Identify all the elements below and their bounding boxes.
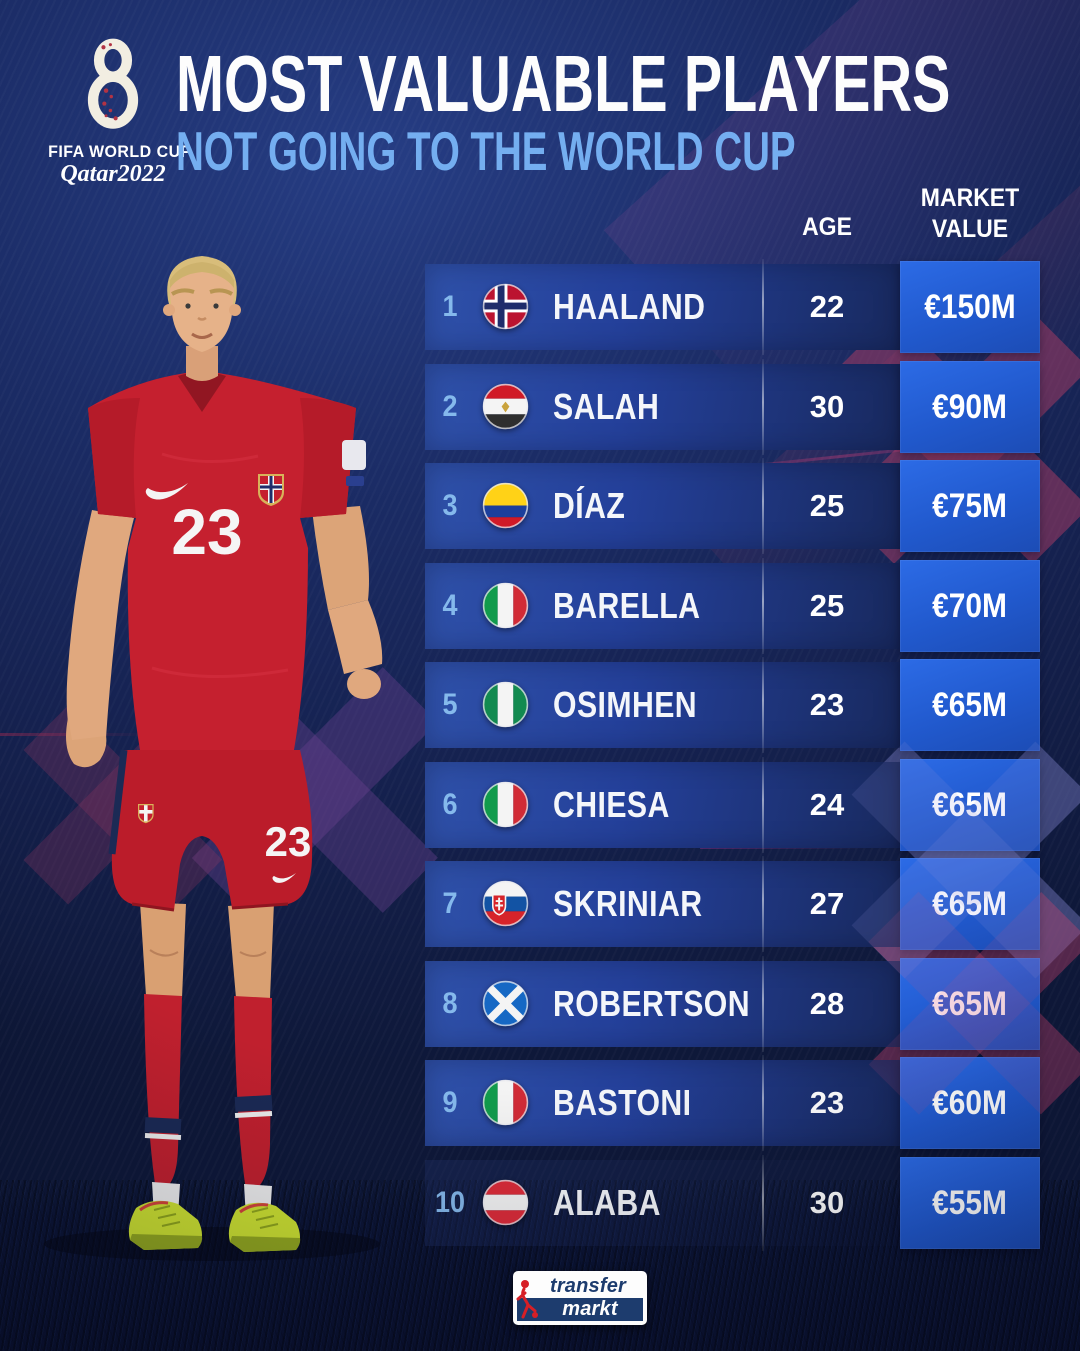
- nigeria-flag-icon: [482, 681, 529, 728]
- player-name: BARELLA: [553, 585, 701, 626]
- player-age: 30: [809, 1185, 845, 1220]
- market-value: €60M: [932, 1083, 1008, 1122]
- rank-number: 6: [442, 788, 458, 821]
- rank-number: 10: [434, 1186, 466, 1219]
- player-name: CHIESA: [553, 784, 670, 825]
- market-value-cell: €90M: [900, 361, 1040, 453]
- market-value-cell: €60M: [900, 1057, 1040, 1149]
- market-value: €65M: [932, 884, 1008, 923]
- scotland-flag-icon: [482, 980, 529, 1027]
- country-flag: [482, 880, 529, 927]
- market-value-cell: €55M: [900, 1157, 1040, 1249]
- country-flag: [482, 582, 529, 629]
- market-value-cell: €150M: [900, 261, 1040, 353]
- table-row: 4 BARELLA 25 €70M: [425, 558, 1080, 654]
- rank-number: 2: [442, 390, 458, 423]
- player-age: 25: [809, 488, 845, 523]
- transfermarkt-player-icon: [516, 1280, 538, 1319]
- rank-number: 9: [442, 1086, 458, 1119]
- player-age: 23: [809, 687, 845, 722]
- market-value: €70M: [932, 586, 1008, 625]
- rank-number: 1: [442, 290, 458, 323]
- rank-number: 4: [442, 589, 458, 622]
- italy-flag-icon: [482, 781, 529, 828]
- player-name: ALABA: [553, 1182, 661, 1223]
- table-row: 8 ROBERTSON 28 €65M: [425, 956, 1080, 1052]
- player-name: DÍAZ: [553, 485, 626, 526]
- market-value-cell: €65M: [900, 958, 1040, 1050]
- italy-flag-icon: [482, 1079, 529, 1126]
- table-row: 10 ALABA 30 €55M: [425, 1155, 1080, 1251]
- market-value: €150M: [924, 287, 1016, 326]
- rank-number: 7: [442, 887, 458, 920]
- country-flag: [482, 1079, 529, 1126]
- colombia-flag-icon: [482, 482, 529, 529]
- market-value-cell: €65M: [900, 659, 1040, 751]
- austria-flag-icon: [482, 1179, 529, 1226]
- table-row: 1 HAALAND 22 €150M: [425, 259, 1080, 355]
- market-value-cell: €75M: [900, 460, 1040, 552]
- market-value: €90M: [932, 387, 1008, 426]
- player-age: 23: [809, 1085, 845, 1120]
- rank-number: 5: [442, 688, 458, 721]
- table-row: 2 SALAH 30 €90M: [425, 359, 1080, 455]
- rank-number: 3: [442, 489, 458, 522]
- player-name: BASTONI: [553, 1082, 692, 1123]
- market-value: €65M: [932, 984, 1008, 1023]
- egypt-flag-icon: [482, 383, 529, 430]
- market-value-cell: €65M: [900, 858, 1040, 950]
- player-name: ROBERTSON: [553, 983, 750, 1024]
- player-name: SKRINIAR: [553, 883, 703, 924]
- table-row: 6 CHIESA 24 €65M: [425, 757, 1080, 853]
- player-age: 25: [809, 588, 845, 623]
- market-value: €55M: [932, 1183, 1008, 1222]
- player-name: SALAH: [553, 386, 660, 427]
- transfermarkt-logo: transfer markt: [513, 1271, 647, 1325]
- country-flag: [482, 781, 529, 828]
- rank-number: 8: [442, 987, 458, 1020]
- player-name: OSIMHEN: [553, 684, 698, 725]
- market-value: €65M: [932, 685, 1008, 724]
- country-flag: [482, 1179, 529, 1226]
- slovakia-flag-icon: [482, 880, 529, 927]
- norway-flag-icon: [482, 283, 529, 330]
- market-value: €75M: [932, 486, 1008, 525]
- market-value-cell: €70M: [900, 560, 1040, 652]
- country-flag: [482, 482, 529, 529]
- player-age: 28: [809, 986, 845, 1021]
- market-value: €65M: [932, 785, 1008, 824]
- table-row: 7 SKRINIAR 27 €65M: [425, 856, 1080, 952]
- country-flag: [482, 681, 529, 728]
- player-age: 30: [809, 389, 845, 424]
- country-flag: [482, 980, 529, 1027]
- country-flag: [482, 383, 529, 430]
- italy-flag-icon: [482, 582, 529, 629]
- table-row: 9 BASTONI 23 €60M: [425, 1055, 1080, 1151]
- player-name: HAALAND: [553, 286, 706, 327]
- player-age: 27: [809, 886, 845, 921]
- player-age: 22: [809, 289, 845, 324]
- player-age: 24: [809, 787, 845, 822]
- table-row: 5 OSIMHEN 23 €65M: [425, 657, 1080, 753]
- market-value-cell: €65M: [900, 759, 1040, 851]
- table-row: 3 DÍAZ 25 €75M: [425, 458, 1080, 554]
- country-flag: [482, 283, 529, 330]
